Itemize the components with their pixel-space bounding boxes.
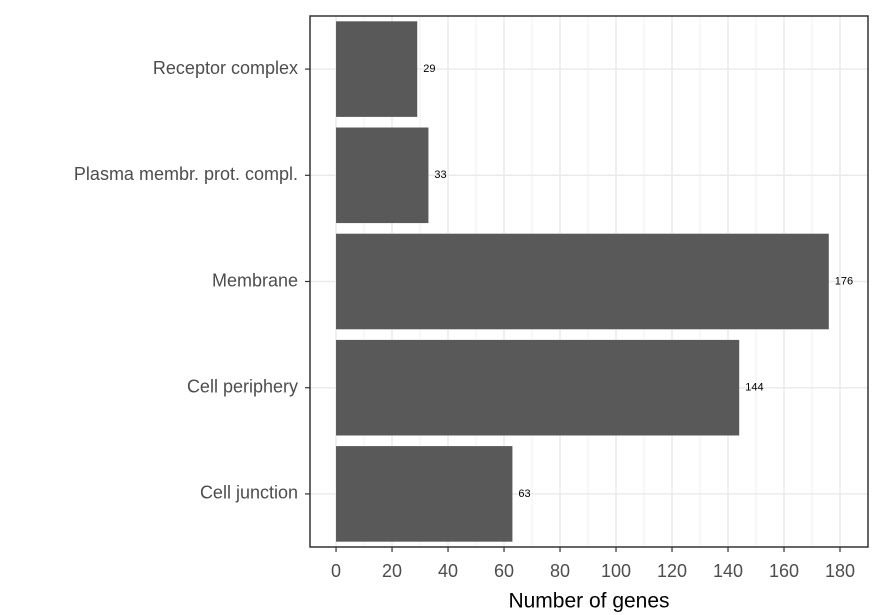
y-tick-label: Receptor complex bbox=[153, 58, 298, 78]
bar bbox=[336, 233, 829, 330]
bar bbox=[336, 339, 740, 436]
x-tick-label: 0 bbox=[331, 561, 341, 581]
bar bbox=[336, 21, 418, 117]
bar bbox=[336, 127, 429, 224]
x-tick-label: 160 bbox=[769, 561, 799, 581]
y-tick-label: Cell junction bbox=[200, 483, 298, 503]
x-tick-label: 100 bbox=[601, 561, 631, 581]
x-tick-label: 40 bbox=[438, 561, 458, 581]
y-tick-label: Cell periphery bbox=[187, 376, 298, 396]
x-tick-label: 80 bbox=[550, 561, 570, 581]
x-tick-label: 180 bbox=[825, 561, 855, 581]
y-tick-label: Membrane bbox=[212, 270, 298, 290]
x-tick-label: 140 bbox=[713, 561, 743, 581]
bar bbox=[336, 446, 513, 542]
x-axis-title: Number of genes bbox=[508, 590, 669, 613]
value-label: 33 bbox=[434, 169, 446, 181]
value-label: 176 bbox=[835, 275, 853, 287]
panel-border bbox=[309, 15, 869, 548]
x-tick-label: 120 bbox=[657, 561, 687, 581]
y-tick-label: Plasma membr. prot. compl. bbox=[74, 164, 298, 184]
x-tick-label: 60 bbox=[494, 561, 514, 581]
value-label: 63 bbox=[518, 488, 530, 500]
value-label: 29 bbox=[423, 63, 435, 75]
value-label: 144 bbox=[745, 382, 763, 394]
x-tick-label: 20 bbox=[382, 561, 402, 581]
